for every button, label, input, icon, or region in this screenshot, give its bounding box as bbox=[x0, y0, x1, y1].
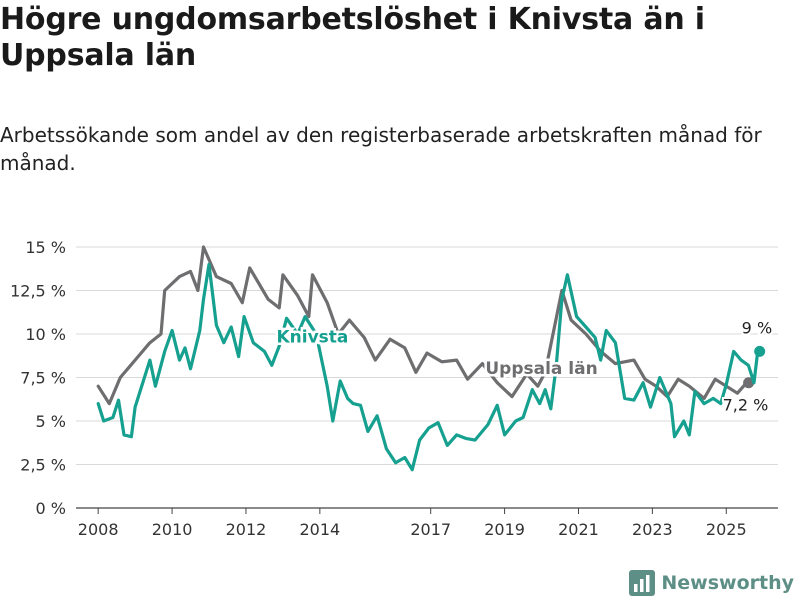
series-end-label: 9 % bbox=[742, 318, 772, 337]
series-end-point bbox=[743, 377, 755, 389]
y-tick-label: 7,5 % bbox=[20, 369, 66, 388]
y-tick-label: 15 % bbox=[25, 238, 66, 257]
series-name-label: Knivsta bbox=[277, 328, 349, 348]
y-tick-label: 12,5 % bbox=[10, 282, 66, 301]
x-tick-label: 2010 bbox=[152, 520, 193, 539]
y-tick-label: 10 % bbox=[25, 325, 66, 344]
grid bbox=[76, 246, 778, 509]
x-tick-label: 2025 bbox=[706, 520, 747, 539]
bar-chart-icon bbox=[629, 570, 656, 596]
series-line-knivsta bbox=[96, 262, 760, 472]
series-line-uppsala-län bbox=[96, 245, 749, 406]
y-tick-label: 5 % bbox=[36, 412, 66, 431]
y-tick-label: 2,5 % bbox=[20, 456, 66, 475]
y-axis: 0 % 2,5 % 5 % 7,5 % 10 % 12,5 % 15 % bbox=[10, 238, 66, 518]
x-tick-label: 2012 bbox=[226, 520, 267, 539]
x-tick-label: 2008 bbox=[78, 520, 119, 539]
brand-name: Newsworthy bbox=[661, 572, 794, 594]
series-end-label: 7,2 % bbox=[723, 396, 769, 415]
series-lines bbox=[96, 245, 766, 472]
chart-subtitle: Arbetssökande som andel av den registerb… bbox=[0, 123, 762, 175]
x-tick-label: 2021 bbox=[558, 520, 599, 539]
series-name-label: Uppsala län bbox=[485, 359, 597, 379]
x-tick-label: 2014 bbox=[299, 520, 340, 539]
x-tick-label: 2019 bbox=[484, 520, 525, 539]
series-end-point bbox=[754, 345, 766, 357]
x-tick-label: 2017 bbox=[410, 520, 451, 539]
y-tick-label: 0 % bbox=[36, 499, 66, 518]
x-axis: 2008 2010 2012 2014 2017 2019 2021 2023 2025 bbox=[78, 508, 747, 539]
brand-logo: Newsworthy bbox=[629, 568, 794, 598]
chart-title: Högre ungdomsarbetslöshet i Knivsta än i… bbox=[0, 2, 705, 73]
series-labels: 7,2 % 9 % Knivsta Uppsala län bbox=[274, 316, 774, 416]
x-tick-label: 2023 bbox=[632, 520, 673, 539]
